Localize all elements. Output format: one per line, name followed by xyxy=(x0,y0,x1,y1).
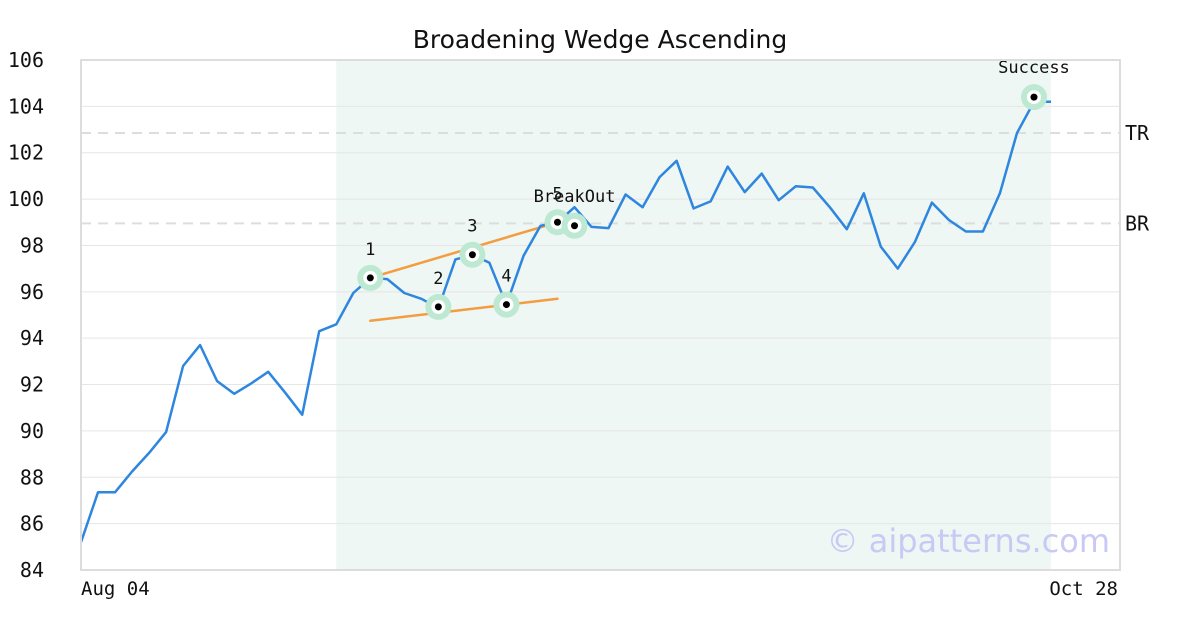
y-tick-label-94: 94 xyxy=(20,326,44,350)
point-label-4: 4 xyxy=(501,267,511,287)
point-marker-4 xyxy=(493,291,520,318)
y-axis-ticks: 84 86 88 90 92 94 96 98 100 102 104 106 xyxy=(8,48,44,582)
pattern-region xyxy=(336,60,1051,570)
trend-line-lower xyxy=(369,297,559,323)
y-tick-label-96: 96 xyxy=(20,280,44,304)
reference-lines: TR BR xyxy=(81,121,1150,235)
point-marker-1-dot xyxy=(366,274,374,282)
x-axis-ticks: Aug 04 Oct 28 xyxy=(81,578,1118,600)
chart-title: Broadening Wedge Ascending xyxy=(413,25,788,54)
annotations: BreakOut Success xyxy=(534,58,1070,239)
point-marker-4-dot xyxy=(502,301,510,309)
point-label-3: 3 xyxy=(467,217,477,237)
point-marker-3 xyxy=(459,241,486,268)
y-tick-label-88: 88 xyxy=(20,465,44,489)
point-marker-2 xyxy=(425,293,452,320)
y-tick-label-104: 104 xyxy=(8,94,44,118)
grid-lines xyxy=(81,59,1120,571)
success-label: Success xyxy=(998,58,1070,78)
y-tick-label-100: 100 xyxy=(8,187,44,211)
y-tick-label-106: 106 xyxy=(8,48,44,72)
breakout-marker-dot xyxy=(571,222,579,230)
reference-label-tr: TR xyxy=(1125,121,1150,145)
y-tick-label-98: 98 xyxy=(20,233,44,257)
x-tick-label-start: Aug 04 xyxy=(81,578,150,600)
x-tick-label-end: Oct 28 xyxy=(1049,578,1118,600)
breakout-marker xyxy=(561,212,588,239)
point-marker-5-dot xyxy=(553,218,561,226)
y-tick-label-90: 90 xyxy=(20,419,44,443)
point-label-1: 1 xyxy=(365,240,375,260)
pattern-points: 1 2 3 4 5 xyxy=(357,184,571,320)
highlight-region xyxy=(336,60,1051,570)
point-marker-3-dot xyxy=(468,251,476,259)
point-label-5: 5 xyxy=(552,184,562,204)
plot-frame xyxy=(80,59,1121,571)
success-marker xyxy=(1020,84,1047,111)
reference-label-br: BR xyxy=(1125,211,1150,235)
success-marker-dot xyxy=(1030,93,1038,101)
point-marker-2-dot xyxy=(434,303,442,311)
y-tick-label-92: 92 xyxy=(20,373,44,397)
y-tick-label-102: 102 xyxy=(8,141,44,165)
watermark: © aipatterns.com xyxy=(827,522,1110,560)
y-tick-label-86: 86 xyxy=(20,512,44,536)
point-marker-1 xyxy=(357,264,384,291)
y-tick-label-84: 84 xyxy=(20,558,44,582)
point-label-2: 2 xyxy=(433,269,443,289)
breakout-label: BreakOut xyxy=(534,187,616,207)
